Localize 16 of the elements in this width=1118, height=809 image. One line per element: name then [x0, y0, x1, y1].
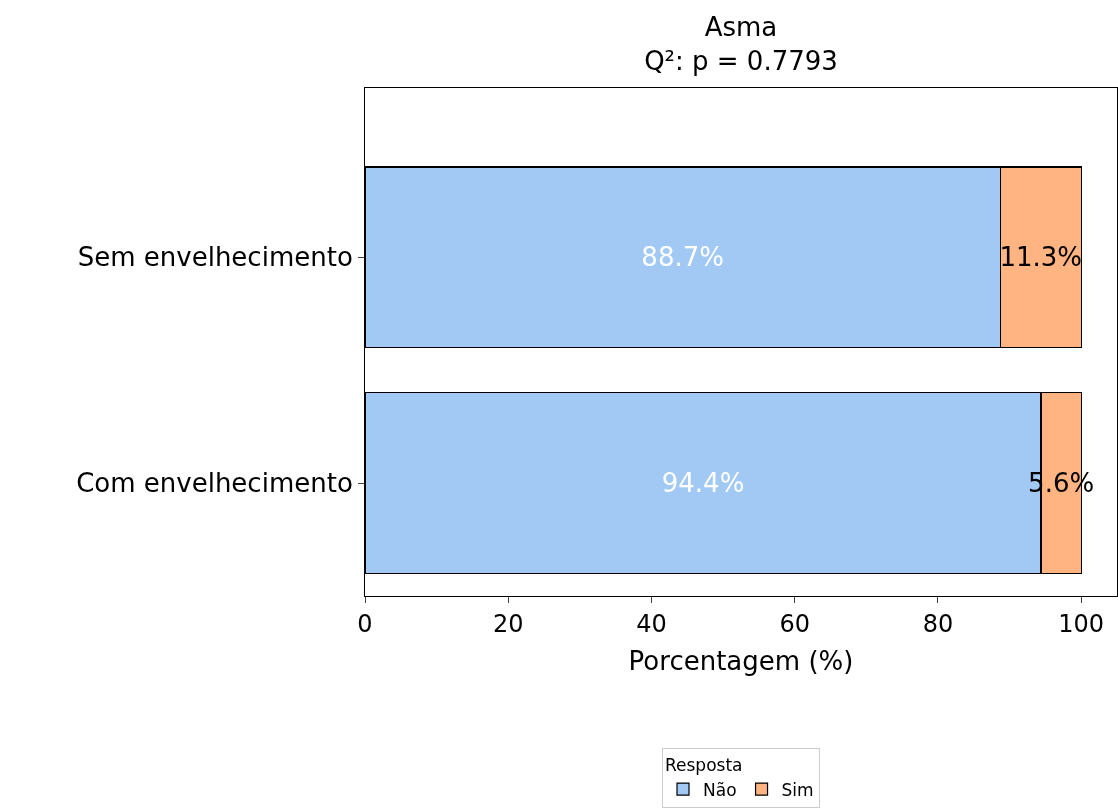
- x-axis-title: Porcentagem (%): [628, 646, 854, 677]
- data-label: 94.4%: [661, 468, 745, 499]
- x-tick-label: 80: [922, 609, 954, 638]
- y-tick-label: Sem envelhecimento: [77, 242, 353, 273]
- chart-title: Asma Q²: p = 0.7793: [644, 12, 838, 77]
- x-tick-label: 60: [779, 609, 810, 638]
- legend-label: Sim: [781, 779, 814, 800]
- x-tick-label: 40: [636, 609, 667, 638]
- data-label: 11.3%: [999, 242, 1083, 273]
- legend-label: Não: [703, 779, 737, 800]
- x-tick-label: 20: [492, 609, 524, 638]
- y-tick-label: Com envelhecimento: [76, 468, 353, 499]
- x-tick-label: 0: [357, 609, 373, 638]
- legend-title: Resposta: [665, 755, 743, 776]
- x-tick-label: 100: [1058, 609, 1105, 638]
- data-label: 88.7%: [641, 242, 724, 273]
